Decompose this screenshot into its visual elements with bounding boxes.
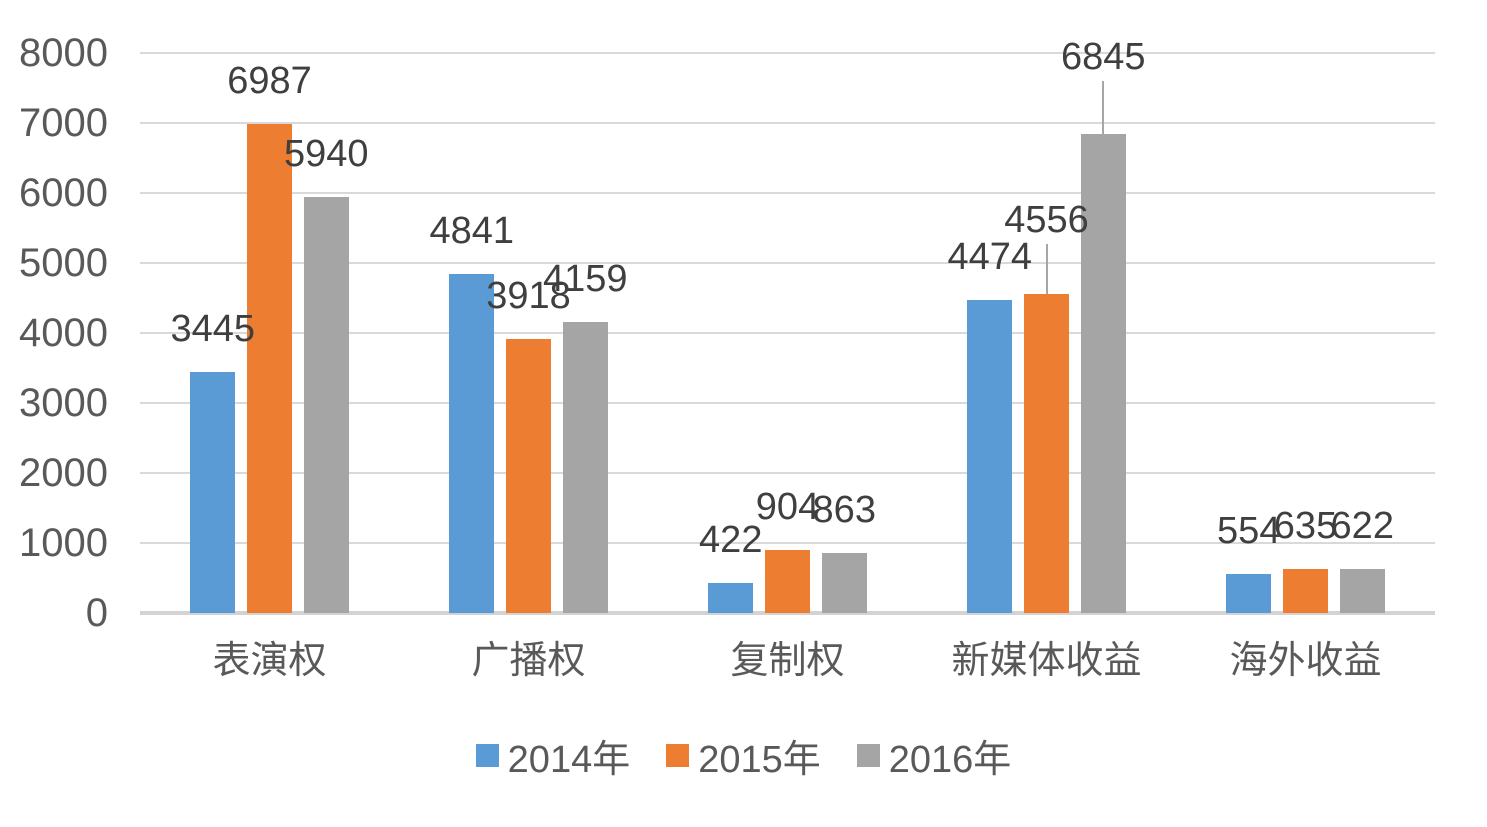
bar-2014年-广播权 [449, 274, 495, 613]
data-label: 4474 [947, 235, 1033, 278]
bar-2016年-新媒体收益 [1080, 133, 1126, 613]
category-label: 新媒体收益 [951, 640, 1142, 682]
gridline [140, 472, 1435, 474]
bar-2014年-复制权 [708, 583, 754, 613]
data-label: 635 [1273, 504, 1338, 547]
y-axis-tick-label: 2000 [19, 451, 108, 495]
bar-2015年-复制权 [765, 549, 810, 613]
y-axis-tick-label: 0 [85, 591, 108, 635]
data-label: 4841 [429, 210, 515, 253]
gridline [140, 122, 1435, 124]
category-label: 广播权 [471, 640, 586, 682]
gridline [140, 332, 1435, 334]
gridline [140, 402, 1435, 404]
legend-swatch-icon [856, 743, 880, 767]
data-label: 863 [812, 488, 876, 531]
data-label: 3918 [486, 274, 571, 317]
bar-2016年-表演权 [303, 197, 349, 613]
data-label: 6987 [227, 59, 312, 102]
legend-item-2016年: 2016年 [856, 728, 1012, 783]
bar-2014年-新媒体收益 [967, 299, 1013, 613]
data-label: 4556 [1004, 199, 1089, 242]
bar-2016年-复制权 [821, 552, 867, 613]
y-axis-tick-label: 8000 [19, 31, 108, 75]
data-label: 422 [699, 519, 763, 562]
y-axis-tick-label: 7000 [19, 101, 108, 145]
y-axis-tick-label: 6000 [19, 171, 108, 215]
bar-2014年-表演权 [190, 371, 236, 613]
gridline [140, 52, 1435, 54]
x-axis-line [140, 611, 1435, 615]
category-label: 复制权 [730, 640, 845, 682]
legend-item-2014年: 2014年 [475, 728, 631, 783]
gridline [140, 192, 1435, 194]
y-axis-tick-label: 1000 [19, 521, 108, 565]
bar-2015年-新媒体收益 [1024, 294, 1069, 613]
y-axis-tick-label: 5000 [19, 241, 108, 285]
bar-2016年-海外收益 [1339, 569, 1385, 613]
data-label: 4159 [542, 257, 628, 300]
bar-2015年-表演权 [247, 123, 292, 613]
legend-label: 2014年 [507, 738, 631, 781]
gridline [140, 262, 1435, 264]
leader-line [1102, 80, 1105, 134]
legend-label: 2015年 [698, 738, 821, 781]
legend-label: 2016年 [888, 738, 1012, 781]
bar-2015年-海外收益 [1283, 568, 1328, 613]
category-label: 表演权 [212, 640, 327, 682]
data-label: 5940 [283, 133, 369, 176]
data-label: 6845 [1060, 35, 1146, 78]
legend-swatch-icon [475, 743, 499, 767]
bar-2014年-海外收益 [1226, 574, 1272, 613]
category-label: 海外收益 [1229, 640, 1382, 682]
bar-2015年-广播权 [506, 338, 551, 613]
data-label: 904 [755, 485, 820, 528]
y-axis-tick-label: 3000 [19, 381, 108, 425]
data-label: 622 [1330, 505, 1394, 548]
y-axis-tick-label: 4000 [19, 311, 108, 355]
leader-line [1045, 244, 1048, 295]
legend-item-2015年: 2015年 [666, 728, 821, 783]
legend-swatch-icon [666, 743, 690, 767]
chart-legend: 2014年 2015年 2016年 [0, 733, 1487, 781]
bar-2016年-广播权 [562, 321, 608, 613]
data-label: 554 [1217, 510, 1281, 553]
gridline [140, 542, 1435, 544]
data-label: 3445 [170, 307, 256, 350]
